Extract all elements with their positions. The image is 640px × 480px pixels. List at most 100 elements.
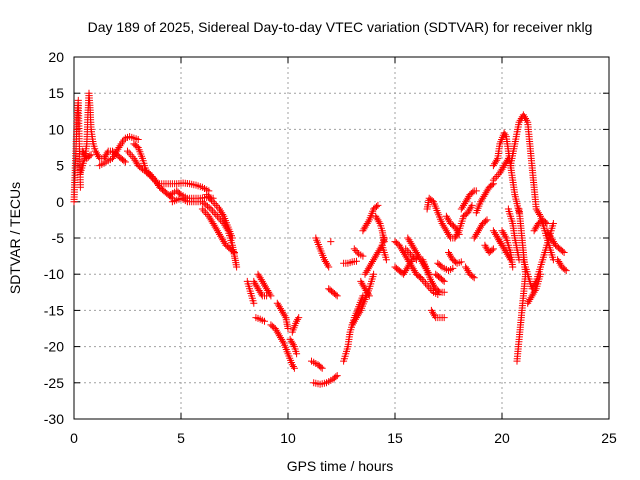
- data-track: [252, 314, 268, 325]
- plus-markers: [361, 234, 388, 278]
- data-track: [494, 234, 515, 264]
- y-tick-label: -5: [52, 230, 65, 246]
- y-tick-label: -10: [44, 266, 64, 282]
- data-track: [70, 96, 84, 206]
- y-tick-label: -15: [44, 302, 64, 318]
- data-track: [79, 147, 95, 162]
- data-track: [267, 321, 298, 372]
- y-tick-label: 0: [56, 194, 64, 210]
- y-tick-label: -20: [44, 339, 64, 355]
- plus-markers: [378, 241, 390, 264]
- plus-markers: [70, 96, 84, 206]
- plus-markers: [340, 257, 360, 267]
- data-track: [359, 201, 382, 235]
- data-track: [340, 257, 360, 267]
- x-tick-label: 15: [387, 430, 403, 446]
- data-track: [312, 234, 333, 271]
- plus-markers: [359, 201, 382, 235]
- data-track: [372, 212, 388, 246]
- plus-markers: [273, 299, 292, 332]
- data-track: [310, 372, 341, 388]
- data-track: [419, 256, 448, 296]
- plus-markers: [445, 249, 465, 267]
- plus-markers: [130, 140, 213, 195]
- data-track: [286, 335, 301, 358]
- data-track: [457, 187, 480, 213]
- data-track: [513, 205, 529, 365]
- data-track: [325, 285, 341, 300]
- data-track: [489, 129, 523, 217]
- data-track: [273, 299, 292, 332]
- data-points: [70, 89, 570, 388]
- plus-markers: [524, 270, 544, 307]
- plus-markers: [504, 205, 523, 264]
- x-axis-label: GPS time / hours: [287, 458, 394, 474]
- plus-markers: [427, 306, 448, 322]
- data-track: [350, 245, 367, 260]
- plus-markers: [513, 205, 529, 365]
- plus-markers: [419, 256, 448, 296]
- data-track: [250, 277, 271, 300]
- plus-markers: [286, 335, 301, 358]
- data-track: [445, 249, 465, 267]
- y-tick-label: -25: [44, 375, 64, 391]
- data-track: [462, 263, 478, 282]
- data-track: [481, 241, 497, 256]
- y-axis-label: SDTVAR / TECUs: [7, 182, 23, 294]
- data-track: [357, 277, 373, 300]
- data-track: [470, 216, 491, 242]
- data-track: [254, 270, 275, 300]
- plus-markers: [543, 227, 568, 256]
- plus-markers: [457, 187, 480, 213]
- plus-markers: [203, 191, 236, 242]
- plus-markers: [423, 194, 459, 242]
- data-track: [327, 238, 335, 246]
- plus-markers: [348, 270, 378, 329]
- plus-markers: [402, 245, 420, 264]
- data-track: [427, 306, 448, 322]
- x-tick-label: 0: [70, 430, 78, 446]
- plus-markers: [554, 256, 570, 275]
- data-track: [130, 140, 213, 195]
- y-tick-label: 15: [48, 85, 64, 101]
- plus-markers: [254, 270, 275, 300]
- data-track: [378, 241, 390, 264]
- data-track: [203, 191, 236, 242]
- data-track: [554, 256, 570, 275]
- plus-markers: [470, 216, 491, 242]
- x-tick-label: 10: [280, 430, 296, 446]
- plus-markers: [96, 133, 142, 170]
- plus-markers: [252, 314, 268, 325]
- plus-markers: [267, 321, 298, 372]
- data-track: [504, 205, 523, 264]
- y-tick-label: -30: [44, 411, 64, 427]
- plus-markers: [288, 314, 303, 336]
- plus-markers: [472, 180, 497, 217]
- plus-markers: [308, 357, 326, 372]
- y-tick-label: 20: [48, 49, 64, 65]
- data-track: [243, 277, 258, 307]
- data-track: [543, 227, 568, 256]
- grid-lines: [74, 57, 609, 419]
- data-track: [348, 270, 378, 329]
- x-tick-label: 5: [177, 430, 185, 446]
- plus-markers: [481, 241, 497, 256]
- data-track: [472, 180, 497, 217]
- plus-markers: [350, 245, 367, 260]
- plus-markers: [198, 205, 238, 256]
- plus-markers: [432, 270, 448, 285]
- plus-markers: [530, 216, 551, 235]
- chart-title: Day 189 of 2025, Sidereal Day-to-day VTE…: [88, 19, 593, 35]
- data-track: [361, 234, 388, 278]
- plus-markers: [310, 372, 341, 388]
- plus-markers: [243, 277, 258, 307]
- data-track: [530, 216, 551, 235]
- data-track: [423, 194, 459, 242]
- axis-ticks: 0 5 10 15 20 25 -30 -25 -20 -15 -10 -5 0 5 10 15 20: [44, 49, 617, 446]
- data-track: [417, 274, 442, 298]
- plus-markers: [312, 234, 333, 271]
- data-track: [402, 245, 420, 264]
- y-tick-label: 5: [56, 158, 64, 174]
- plus-markers: [462, 263, 478, 282]
